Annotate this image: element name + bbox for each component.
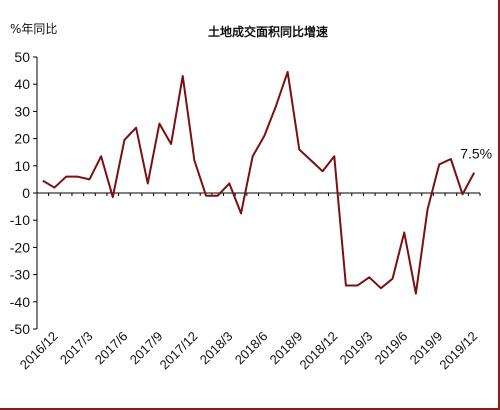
- x-tick-label: 2017/12: [157, 329, 201, 373]
- data-point: [403, 231, 406, 234]
- data-point: [344, 284, 347, 287]
- data-point: [414, 292, 417, 295]
- y-tick-label: -50: [10, 321, 30, 337]
- y-tick-label: 0: [22, 185, 30, 201]
- y-tick-label: -20: [10, 239, 30, 255]
- data-point: [309, 159, 312, 162]
- data-point: [146, 182, 149, 185]
- data-point: [274, 104, 277, 107]
- series-line: [42, 70, 476, 295]
- x-tick-label: 2018/12: [297, 329, 341, 373]
- data-point: [193, 159, 196, 162]
- y-tick-label: 10: [14, 158, 30, 174]
- data-point: [216, 194, 219, 197]
- x-tick-label: 2017/6: [92, 329, 131, 368]
- data-point: [240, 212, 243, 215]
- data-point: [111, 196, 114, 199]
- data-point: [368, 276, 371, 279]
- chart-title: 土地成交面积同比增速: [208, 24, 328, 39]
- data-point: [228, 182, 231, 185]
- data-point: [473, 171, 476, 174]
- data-point: [251, 155, 254, 158]
- data-point: [286, 70, 289, 73]
- data-point: [181, 75, 184, 78]
- data-point: [391, 277, 394, 280]
- data-point: [298, 148, 301, 151]
- data-point: [170, 143, 173, 146]
- data-point: [356, 284, 359, 287]
- data-point: [438, 163, 441, 166]
- data-point: [76, 175, 79, 178]
- data-point: [135, 126, 138, 129]
- y-tick-label: -40: [10, 294, 30, 310]
- x-tick-label: 2019/6: [372, 329, 411, 368]
- x-tick-label: 2019/3: [337, 329, 376, 368]
- last-value-annotation: 7.5%: [460, 146, 492, 162]
- data-point: [158, 122, 161, 125]
- data-point: [100, 155, 103, 158]
- data-point: [123, 138, 126, 141]
- y-tick-label: -10: [10, 212, 30, 228]
- data-point: [53, 186, 56, 189]
- y-axis-unit-label: %年同比: [10, 22, 57, 36]
- data-point: [41, 179, 44, 182]
- data-point: [65, 175, 68, 178]
- data-point: [205, 194, 208, 197]
- data-point: [88, 178, 91, 181]
- y-tick-label: 20: [14, 131, 30, 147]
- data-point: [263, 134, 266, 137]
- data-point: [461, 193, 464, 196]
- y-tick-label: 30: [14, 103, 30, 119]
- x-tick-label: 2019/12: [436, 329, 480, 373]
- data-point: [321, 170, 324, 173]
- x-tick-label: 2018/6: [232, 329, 271, 368]
- data-point: [426, 208, 429, 211]
- data-point: [449, 158, 452, 161]
- data-point: [379, 287, 382, 290]
- y-tick-label: 40: [14, 76, 30, 92]
- x-tick-label: 2018/3: [197, 329, 236, 368]
- data-point: [333, 155, 336, 158]
- y-tick-label: 50: [14, 49, 30, 65]
- x-tick-label: 2017/3: [57, 329, 96, 368]
- y-tick-label: -30: [10, 267, 30, 283]
